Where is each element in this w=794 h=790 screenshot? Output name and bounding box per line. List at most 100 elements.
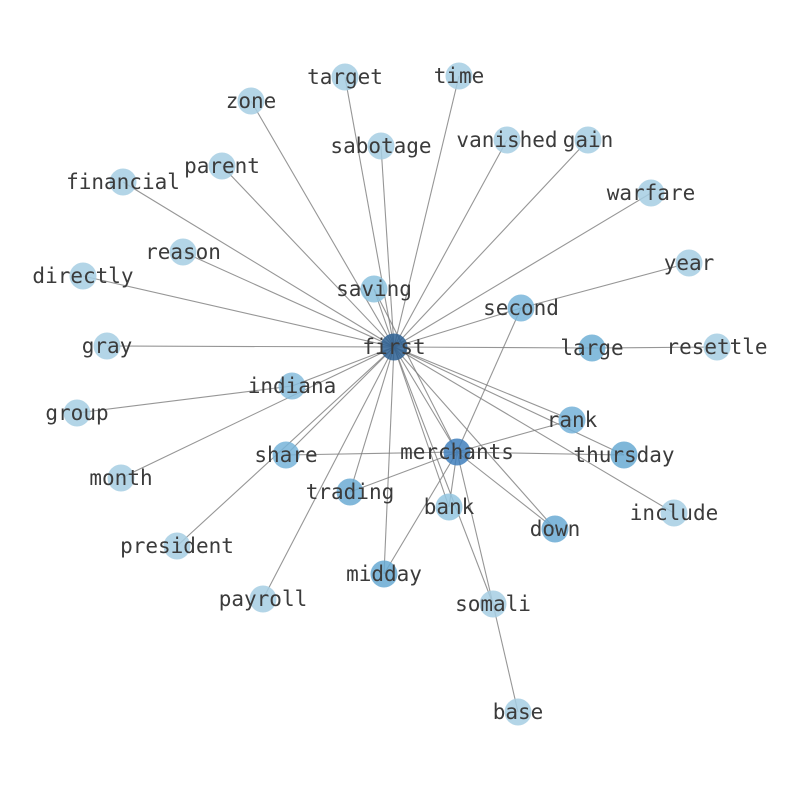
edge-first-time <box>393 75 460 348</box>
label-reason: reason <box>145 240 221 264</box>
edge-first-sabotage <box>380 145 395 348</box>
node-trading <box>336 478 364 506</box>
label-bank: bank <box>424 495 475 519</box>
node-payroll <box>249 585 277 613</box>
node-indiana <box>278 372 306 400</box>
node-time <box>445 62 473 90</box>
label-warfare: warfare <box>607 181 696 205</box>
edge-merchants-thursday <box>456 451 625 456</box>
node-gain <box>574 126 602 154</box>
label-parent: parent <box>184 154 260 178</box>
edge-first-vanished <box>393 139 508 348</box>
edge-second-year <box>520 262 690 309</box>
node-down <box>541 515 569 543</box>
edge-first-trading <box>349 346 395 493</box>
label-indiana: indiana <box>248 374 337 398</box>
edge-merchants-midday <box>383 451 458 575</box>
node-month <box>107 464 135 492</box>
edge-first-payroll <box>262 346 395 600</box>
edge-first-second <box>393 307 522 348</box>
node-year <box>675 249 703 277</box>
node-directly <box>69 262 97 290</box>
label-down: down <box>530 517 581 541</box>
label-saving: saving <box>336 277 412 301</box>
label-large: large <box>560 336 623 360</box>
label-sabotage: sabotage <box>330 134 431 158</box>
edge-first-merchants <box>393 346 458 453</box>
edge-first-warfare <box>393 192 652 348</box>
label-president: president <box>120 534 234 558</box>
edge-group-indiana <box>76 385 293 414</box>
edge-first-share <box>285 346 395 456</box>
label-first: first <box>362 335 425 359</box>
edge-first-large <box>393 346 593 349</box>
node-merchants <box>443 438 471 466</box>
node-group <box>63 399 91 427</box>
edge-first-directly <box>82 275 395 348</box>
label-gray: gray <box>82 334 133 358</box>
label-financial: financial <box>66 170 180 194</box>
edge-merchants-down <box>456 451 556 530</box>
node-resettle <box>703 333 731 361</box>
node-base <box>504 698 532 726</box>
node-parent <box>208 152 236 180</box>
edge-first-midday <box>383 346 395 575</box>
label-target: target <box>307 65 383 89</box>
edge-merchants-saving <box>373 288 458 453</box>
node-thursday <box>610 441 638 469</box>
label-zone: zone <box>226 89 277 113</box>
node-somali <box>479 590 507 618</box>
edge-first-gray <box>106 345 395 348</box>
node-gray <box>93 332 121 360</box>
label-vanished: vanished <box>456 128 557 152</box>
labels-layer: target time zone sabotage vanished gain financ… <box>32 64 767 724</box>
label-time: time <box>434 64 485 88</box>
node-sabotage <box>367 132 395 160</box>
edge-first-bank <box>393 346 450 508</box>
node-vanished <box>493 126 521 154</box>
edge-first-target <box>344 76 395 348</box>
edge-merchants-trading <box>349 451 458 493</box>
label-directly: directly <box>32 264 133 288</box>
node-target <box>331 63 359 91</box>
node-bank <box>435 493 463 521</box>
label-base: base <box>493 700 544 724</box>
edge-first-include <box>393 346 675 514</box>
label-resettle: resettle <box>666 335 767 359</box>
node-rank <box>558 406 586 434</box>
edge-merchants-second <box>456 307 522 453</box>
label-rank: rank <box>547 408 598 432</box>
edge-first-parent <box>221 165 395 348</box>
node-first <box>380 333 408 361</box>
label-group: group <box>45 401 108 425</box>
edge-merchants-rank <box>456 419 573 453</box>
node-large <box>578 334 606 362</box>
node-financial <box>109 168 137 196</box>
edge-first-indiana <box>291 346 395 387</box>
label-gain: gain <box>563 128 614 152</box>
node-include <box>660 499 688 527</box>
label-somali: somali <box>455 592 531 616</box>
edge-first-down <box>393 346 556 530</box>
label-merchants: merchants <box>400 440 514 464</box>
label-include: include <box>630 501 719 525</box>
node-saving <box>360 275 388 303</box>
edge-first-reason <box>182 251 395 348</box>
nodes-layer <box>63 62 731 726</box>
edge-first-financial <box>122 181 395 348</box>
label-midday: midday <box>346 562 422 586</box>
node-midday <box>370 560 398 588</box>
label-share: share <box>254 443 317 467</box>
label-payroll: payroll <box>219 587 308 611</box>
label-thursday: thursday <box>573 443 674 467</box>
edge-large-resettle <box>591 346 718 349</box>
label-second: second <box>483 296 559 320</box>
node-share <box>272 441 300 469</box>
label-year: year <box>664 251 715 275</box>
edge-first-gain <box>393 139 589 348</box>
label-trading: trading <box>306 480 395 504</box>
edge-first-rank <box>393 346 573 421</box>
node-zone <box>237 87 265 115</box>
edge-merchants-share <box>285 451 458 456</box>
